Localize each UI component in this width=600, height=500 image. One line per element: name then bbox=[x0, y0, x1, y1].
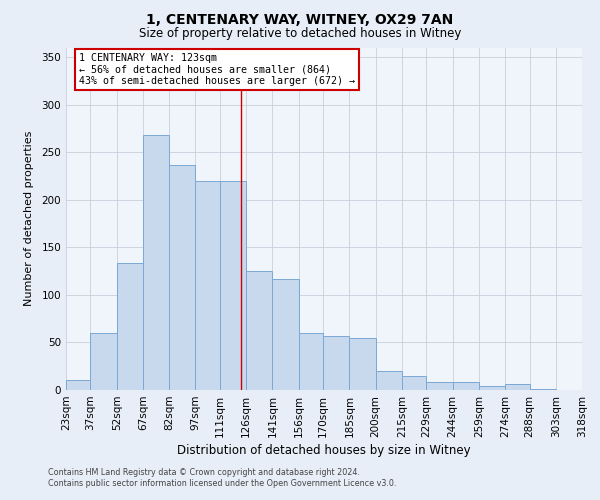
Bar bbox=[349, 338, 376, 390]
Bar bbox=[530, 389, 556, 390]
Text: 1, CENTENARY WAY, WITNEY, OX29 7AN: 1, CENTENARY WAY, WITNEY, OX29 7AN bbox=[146, 12, 454, 26]
Bar bbox=[196, 180, 220, 390]
Bar bbox=[452, 382, 479, 390]
Bar bbox=[220, 180, 246, 390]
Bar bbox=[272, 278, 299, 390]
Bar bbox=[479, 386, 505, 390]
Bar bbox=[117, 264, 143, 390]
Bar bbox=[505, 384, 530, 390]
Text: Size of property relative to detached houses in Witney: Size of property relative to detached ho… bbox=[139, 28, 461, 40]
X-axis label: Distribution of detached houses by size in Witney: Distribution of detached houses by size … bbox=[177, 444, 471, 457]
Bar bbox=[402, 376, 427, 390]
Y-axis label: Number of detached properties: Number of detached properties bbox=[25, 131, 34, 306]
Bar bbox=[299, 333, 323, 390]
Text: 1 CENTENARY WAY: 123sqm
← 56% of detached houses are smaller (864)
43% of semi-d: 1 CENTENARY WAY: 123sqm ← 56% of detache… bbox=[79, 52, 355, 86]
Bar bbox=[246, 271, 272, 390]
Bar bbox=[169, 164, 196, 390]
Bar bbox=[323, 336, 349, 390]
Bar bbox=[376, 371, 402, 390]
Text: Contains HM Land Registry data © Crown copyright and database right 2024.
Contai: Contains HM Land Registry data © Crown c… bbox=[48, 468, 397, 487]
Bar bbox=[91, 333, 117, 390]
Bar bbox=[427, 382, 452, 390]
Bar bbox=[66, 380, 91, 390]
Bar bbox=[143, 135, 169, 390]
